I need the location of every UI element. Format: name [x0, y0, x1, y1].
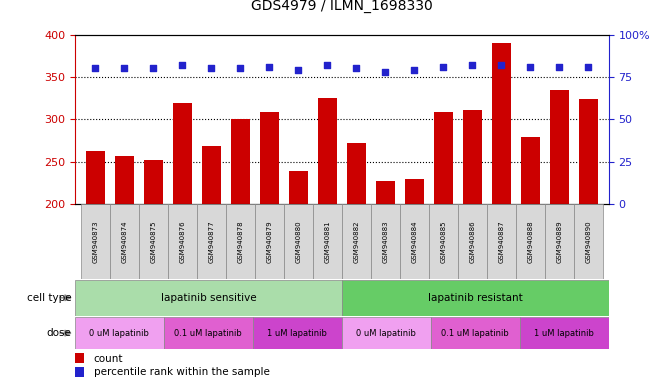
Text: GSM940882: GSM940882 — [353, 220, 359, 263]
Bar — [521, 137, 540, 204]
Text: cell type: cell type — [27, 293, 72, 303]
Bar — [371, 204, 400, 279]
Bar — [492, 43, 511, 204]
Point — [119, 65, 130, 71]
Bar — [284, 204, 312, 279]
Bar — [431, 317, 519, 349]
Text: percentile rank within the sample: percentile rank within the sample — [94, 367, 270, 377]
Text: GSM940883: GSM940883 — [382, 220, 388, 263]
Text: GSM940881: GSM940881 — [324, 220, 330, 263]
Point — [351, 65, 361, 71]
Text: 1 uM lapatinib: 1 uM lapatinib — [268, 329, 327, 338]
Point — [525, 64, 536, 70]
Point — [322, 62, 333, 68]
Bar — [429, 204, 458, 279]
Point — [496, 62, 506, 68]
Bar — [318, 98, 337, 204]
Bar — [164, 317, 253, 349]
Point — [409, 67, 419, 73]
Bar — [202, 146, 221, 204]
Text: 0.1 uM lapatinib: 0.1 uM lapatinib — [174, 329, 242, 338]
Text: GSM940880: GSM940880 — [296, 220, 301, 263]
Bar — [115, 156, 133, 204]
Bar — [342, 204, 371, 279]
Bar — [487, 204, 516, 279]
Bar — [458, 204, 487, 279]
Bar — [342, 280, 609, 316]
Bar — [197, 204, 226, 279]
Point — [264, 64, 275, 70]
Text: dose: dose — [47, 328, 72, 338]
Bar — [516, 204, 545, 279]
Bar — [545, 204, 574, 279]
Bar — [75, 353, 85, 363]
Text: lapatinib sensitive: lapatinib sensitive — [161, 293, 256, 303]
Text: GSM940886: GSM940886 — [469, 220, 475, 263]
Text: count: count — [94, 354, 123, 364]
Bar — [81, 204, 109, 279]
Bar — [312, 204, 342, 279]
Point — [90, 65, 100, 71]
Point — [206, 65, 216, 71]
Point — [148, 65, 158, 71]
Point — [293, 67, 303, 73]
Bar — [405, 179, 424, 204]
Bar — [139, 204, 168, 279]
Bar — [376, 181, 395, 204]
Text: GSM940876: GSM940876 — [179, 220, 185, 263]
Bar — [168, 204, 197, 279]
Text: GSM940888: GSM940888 — [527, 220, 533, 263]
Point — [583, 64, 594, 70]
Text: GSM940879: GSM940879 — [266, 220, 272, 263]
Text: 0.1 uM lapatinib: 0.1 uM lapatinib — [441, 329, 509, 338]
Text: lapatinib resistant: lapatinib resistant — [428, 293, 523, 303]
Text: 1 uM lapatinib: 1 uM lapatinib — [534, 329, 594, 338]
Text: 0 uM lapatinib: 0 uM lapatinib — [89, 329, 149, 338]
Bar — [144, 160, 163, 204]
Bar — [231, 119, 250, 204]
Point — [438, 64, 449, 70]
Bar — [109, 204, 139, 279]
Bar — [289, 171, 308, 204]
Bar — [253, 317, 342, 349]
Bar — [75, 317, 164, 349]
Text: GSM940890: GSM940890 — [585, 220, 591, 263]
Bar — [86, 151, 105, 204]
Bar — [226, 204, 255, 279]
Text: GSM940877: GSM940877 — [208, 220, 214, 263]
Bar — [434, 113, 452, 204]
Bar — [463, 110, 482, 204]
Point — [177, 62, 187, 68]
Bar — [255, 204, 284, 279]
Bar — [579, 99, 598, 204]
Text: GSM940873: GSM940873 — [92, 220, 98, 263]
Text: GSM940878: GSM940878 — [237, 220, 243, 263]
Text: GSM940887: GSM940887 — [499, 220, 505, 263]
Point — [235, 65, 245, 71]
Bar — [173, 103, 191, 204]
Point — [467, 62, 478, 68]
Bar — [519, 317, 609, 349]
Text: GDS4979 / ILMN_1698330: GDS4979 / ILMN_1698330 — [251, 0, 433, 13]
Text: GSM940889: GSM940889 — [557, 220, 562, 263]
Bar — [550, 91, 569, 204]
Bar — [75, 280, 342, 316]
Text: GSM940884: GSM940884 — [411, 220, 417, 263]
Text: 0 uM lapatinib: 0 uM lapatinib — [356, 329, 416, 338]
Text: GSM940885: GSM940885 — [440, 220, 447, 263]
Point — [380, 69, 391, 75]
Bar — [260, 112, 279, 204]
Bar — [400, 204, 429, 279]
Point — [554, 64, 564, 70]
Bar — [574, 204, 603, 279]
Bar — [75, 367, 85, 377]
Bar — [342, 317, 431, 349]
Text: GSM940875: GSM940875 — [150, 220, 156, 263]
Text: GSM940874: GSM940874 — [121, 220, 127, 263]
Bar — [347, 143, 366, 204]
